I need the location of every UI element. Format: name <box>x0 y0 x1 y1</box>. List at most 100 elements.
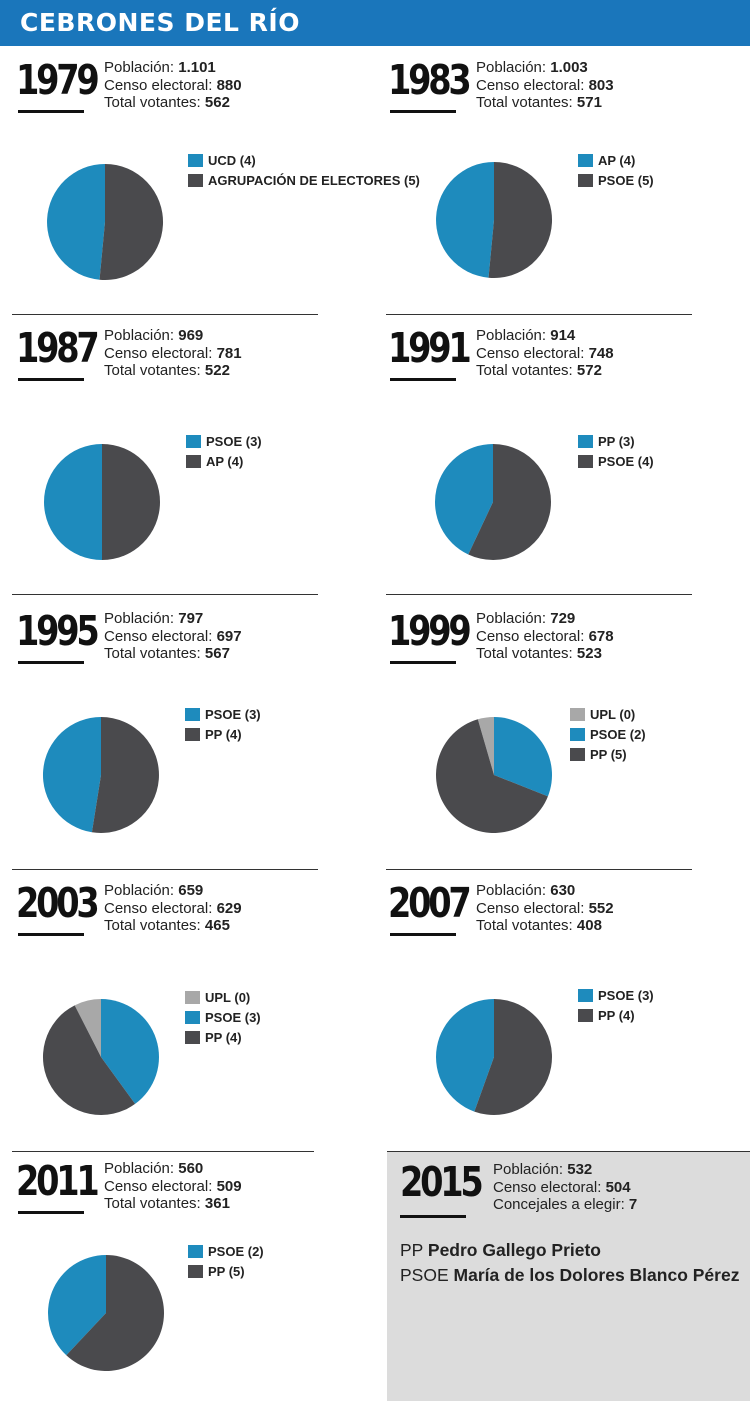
year-underline <box>18 1211 84 1214</box>
legend-label: PSOE (3) <box>206 434 262 449</box>
legend: PP (3) PSOE (4) <box>578 433 654 473</box>
legend-swatch <box>578 154 593 167</box>
pie-slice <box>468 444 551 560</box>
poblacion-row: Población: 1.003 <box>476 59 588 76</box>
legend: UPL (0) PSOE (3) PP (4) <box>185 989 261 1049</box>
legend: AP (4) PSOE (5) <box>578 152 654 192</box>
year-underline <box>400 1215 466 1218</box>
stats: Población: 659 Censo electoral: 629 Total … <box>104 882 242 935</box>
stats: Población: 969 Censo electoral: 781 Total … <box>104 327 242 380</box>
legend: PSOE (3) PP (4) <box>578 987 654 1027</box>
legend-item: UPL (0) <box>570 706 646 726</box>
legend-swatch <box>185 728 200 741</box>
censo-row: Censo electoral: 748 <box>476 344 614 362</box>
censo-row: Censo electoral: 552 <box>476 899 614 917</box>
votantes-row: Total votantes: 465 <box>104 917 230 934</box>
panel-1999: 1999 Población: 729 Censo electoral: 678 To… <box>388 608 718 668</box>
pie-slice <box>434 444 493 555</box>
panel-1987: 1987 Población: 969 Censo electoral: 781 To… <box>16 325 346 385</box>
poblacion-row: Población: 969 <box>104 327 204 344</box>
censo-row: Censo electoral: 509 <box>104 1177 242 1195</box>
year-underline <box>390 661 456 664</box>
legend-label: PSOE (3) <box>205 1010 261 1025</box>
panel-1979: 1979 Población: 1.101 Censo electoral: 880… <box>16 57 346 117</box>
pie-slice <box>474 999 552 1115</box>
year-label: 1999 <box>388 607 472 655</box>
legend-item: PSOE (3) <box>185 706 261 726</box>
year-2015: 2015 <box>400 1158 484 1206</box>
legend-swatch <box>188 1265 203 1278</box>
pie-slice <box>44 444 102 560</box>
year-label: 2003 <box>16 879 100 927</box>
separator <box>12 869 318 870</box>
panel-2003: 2003 Población: 659 Censo electoral: 629 To… <box>16 880 346 940</box>
pie-slice <box>488 162 553 278</box>
pie-chart-2011 <box>48 1255 165 1371</box>
year-underline <box>18 378 84 381</box>
year-label: 2007 <box>388 879 472 927</box>
year-underline <box>18 110 84 113</box>
panel-1991: 1991 Población: 914 Censo electoral: 748 To… <box>388 325 718 385</box>
stats-2015: Población: 532 Censo electoral: 504 Conc… <box>493 1161 637 1214</box>
legend-label: PSOE (3) <box>205 707 261 722</box>
panel-1983: 1983 Población: 1.003 Censo electoral: 803… <box>388 57 718 117</box>
legend-swatch <box>185 1011 200 1024</box>
legend-swatch <box>185 991 200 1004</box>
votantes-row: Total votantes: 361 <box>104 1195 230 1212</box>
legend-item: PSOE (2) <box>570 726 646 746</box>
censo-row: Censo electoral: 629 <box>104 899 242 917</box>
pie-slice <box>42 1005 136 1116</box>
panel-2011: 2011 Población: 560 Censo electoral: 509 To… <box>16 1158 346 1218</box>
panel-2007: 2007 Población: 630 Censo electoral: 552 To… <box>388 880 718 940</box>
pie-slice <box>101 999 159 1104</box>
legend-label: AP (4) <box>598 153 636 168</box>
pie-slice <box>66 1255 165 1371</box>
legend-label: AGRUPACIÓN DE ELECTORES (5) <box>208 173 420 188</box>
candidate-pp: PP Pedro Gallego Prieto <box>400 1240 602 1260</box>
legend-label: PP (4) <box>205 1030 242 1045</box>
pie-slice <box>42 717 101 833</box>
censo-row: Censo electoral: 697 <box>104 627 242 645</box>
legend-swatch <box>186 435 201 448</box>
poblacion-row: Población: 1.101 <box>104 59 216 76</box>
panel-2015: 2015 Población: 532 Censo electoral: 504… <box>387 1151 750 1401</box>
legend: UCD (4) AGRUPACIÓN DE ELECTORES (5) <box>188 152 420 192</box>
year-label: 1995 <box>16 607 100 655</box>
censo-row: Censo electoral: 678 <box>476 627 614 645</box>
stats: Población: 630 Censo electoral: 552 Total … <box>476 882 614 935</box>
pie-slice <box>74 999 101 1057</box>
stats: Población: 729 Censo electoral: 678 Total … <box>476 610 614 663</box>
pie-chart-1999 <box>436 717 553 833</box>
legend-swatch <box>578 1009 593 1022</box>
legend-item: PSOE (3) <box>185 1009 261 1029</box>
votantes-row: Total votantes: 523 <box>476 645 602 662</box>
legend-item: PSOE (4) <box>578 453 654 473</box>
pie-slice <box>435 999 494 1112</box>
legend-label: UPL (0) <box>590 707 636 722</box>
legend-item: AP (4) <box>186 453 262 473</box>
year-underline <box>390 378 456 381</box>
pie-chart-1983 <box>436 162 553 278</box>
legend-label: UPL (0) <box>205 990 251 1005</box>
stats: Población: 560 Censo electoral: 509 Total … <box>104 1160 242 1213</box>
legend-item: UCD (4) <box>188 152 420 172</box>
pie-slice <box>436 162 494 278</box>
year-label: 1983 <box>388 56 472 104</box>
pie-chart-1987 <box>44 444 160 560</box>
legend: PSOE (2) PP (5) <box>188 1243 264 1283</box>
stats: Población: 1.101 Censo electoral: 880 Tota… <box>104 59 242 112</box>
legend-label: PP (4) <box>205 727 242 742</box>
legend-swatch <box>570 708 585 721</box>
panel-1995: 1995 Población: 797 Censo electoral: 697 To… <box>16 608 346 668</box>
separator <box>386 869 692 870</box>
year-label: 1987 <box>16 324 100 372</box>
year-underline <box>390 933 456 936</box>
pie-slice <box>436 719 548 833</box>
stats: Población: 797 Censo electoral: 697 Total … <box>104 610 242 663</box>
pie-chart-2007 <box>435 999 552 1115</box>
legend-label: PSOE (2) <box>590 727 646 742</box>
poblacion-row: Población: 914 <box>476 327 576 344</box>
legend-item: UPL (0) <box>185 989 261 1009</box>
legend-label: PSOE (4) <box>598 454 654 469</box>
legend-swatch <box>186 455 201 468</box>
